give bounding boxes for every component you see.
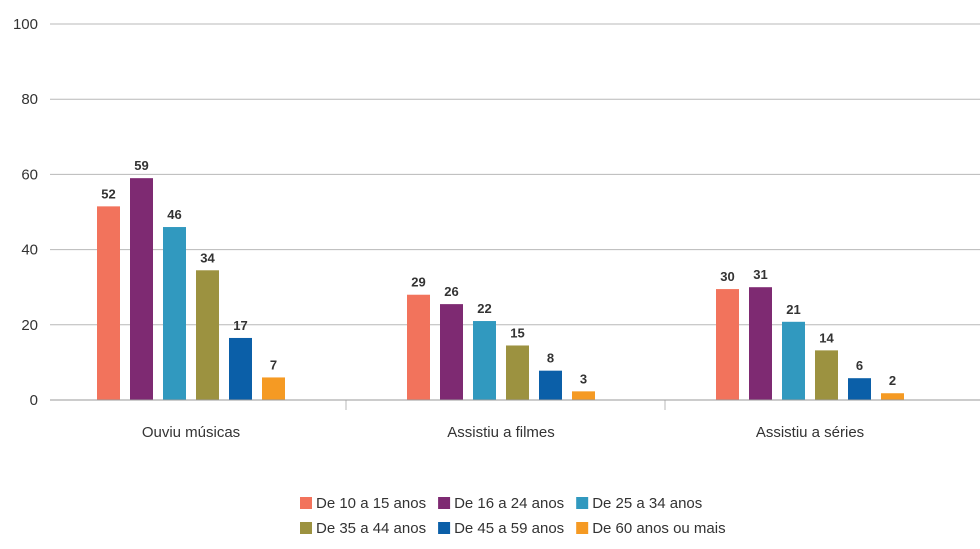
data-label: 31: [753, 267, 767, 282]
legend-swatch: [576, 522, 589, 534]
legend-swatch: [438, 497, 451, 509]
x-axis: Ouviu músicas Assistiu a filmes Assistiu a…: [50, 399, 980, 441]
data-label: 22: [477, 301, 491, 316]
data-label: 30: [720, 269, 734, 284]
legend-item: De 35 a 44 anos: [300, 520, 426, 537]
x-category-label: Assistiu a séries: [756, 424, 864, 441]
bar: [473, 321, 496, 400]
data-label: 26: [444, 284, 458, 299]
x-category-label: Ouviu músicas: [142, 424, 240, 441]
x-category-label: Assistiu a filmes: [447, 424, 555, 441]
legend-label: De 35 a 44 anos: [316, 520, 426, 537]
data-label: 46: [167, 207, 181, 222]
legend: De 10 a 15 anos De 16 a 24 anos De 25 a 34…: [300, 495, 726, 537]
y-axis-ticks: 0 20 40 60 80 100: [13, 16, 38, 409]
bar: [229, 337, 252, 400]
data-label: 2: [889, 373, 896, 388]
legend-label: De 60 anos ou mais: [592, 520, 725, 537]
legend-item: De 25 a 34 anos: [576, 495, 702, 512]
bar: [572, 391, 595, 400]
bar: [163, 227, 186, 400]
bar: [716, 289, 739, 400]
bar: [782, 321, 805, 400]
bar: [539, 370, 562, 400]
data-label: 3: [580, 371, 587, 386]
y-tick-label: 100: [13, 16, 38, 33]
legend-item: De 10 a 15 anos: [300, 495, 426, 512]
bar: [130, 178, 153, 400]
bar: [262, 377, 285, 400]
bar: [848, 378, 871, 400]
bar: [440, 304, 463, 400]
data-label: 17: [233, 318, 247, 333]
data-label: 8: [547, 351, 554, 366]
bar: [881, 393, 904, 400]
data-label: 7: [270, 357, 277, 372]
data-label: 29: [411, 275, 425, 290]
y-tick-label: 80: [21, 91, 38, 108]
legend-item: De 60 anos ou mais: [576, 520, 726, 537]
data-label: 34: [200, 250, 215, 265]
legend-label: De 16 a 24 anos: [454, 495, 564, 512]
bars: [97, 178, 904, 400]
data-labels: 52 29 30 59 26 31 46 22 21 34 15 14 17 8 6 7 3 2: [101, 158, 896, 388]
legend-item: De 16 a 24 anos: [438, 495, 564, 512]
y-tick-label: 60: [21, 166, 38, 183]
legend-swatch: [300, 497, 312, 509]
bar: [407, 294, 430, 400]
data-label: 15: [510, 325, 524, 340]
data-label: 59: [134, 158, 148, 173]
legend-swatch: [300, 522, 312, 534]
y-tick-label: 20: [21, 317, 38, 334]
bar: [196, 270, 219, 400]
legend-swatch: [576, 497, 589, 509]
legend-swatch: [438, 522, 451, 534]
y-tick-label: 40: [21, 242, 38, 259]
data-label: 52: [101, 186, 115, 201]
grid-lines: [50, 23, 980, 401]
legend-label: De 10 a 15 anos: [316, 495, 426, 512]
legend-label: De 25 a 34 anos: [592, 495, 702, 512]
bar: [815, 350, 838, 400]
legend-item: De 45 a 59 anos: [438, 520, 564, 537]
data-label: 14: [819, 330, 834, 345]
legend-label: De 45 a 59 anos: [454, 520, 564, 537]
data-label: 6: [856, 358, 863, 373]
bar: [749, 287, 772, 400]
bar: [506, 345, 529, 400]
bar: [97, 206, 120, 400]
data-label: 21: [786, 302, 800, 317]
y-tick-label: 0: [30, 392, 38, 409]
